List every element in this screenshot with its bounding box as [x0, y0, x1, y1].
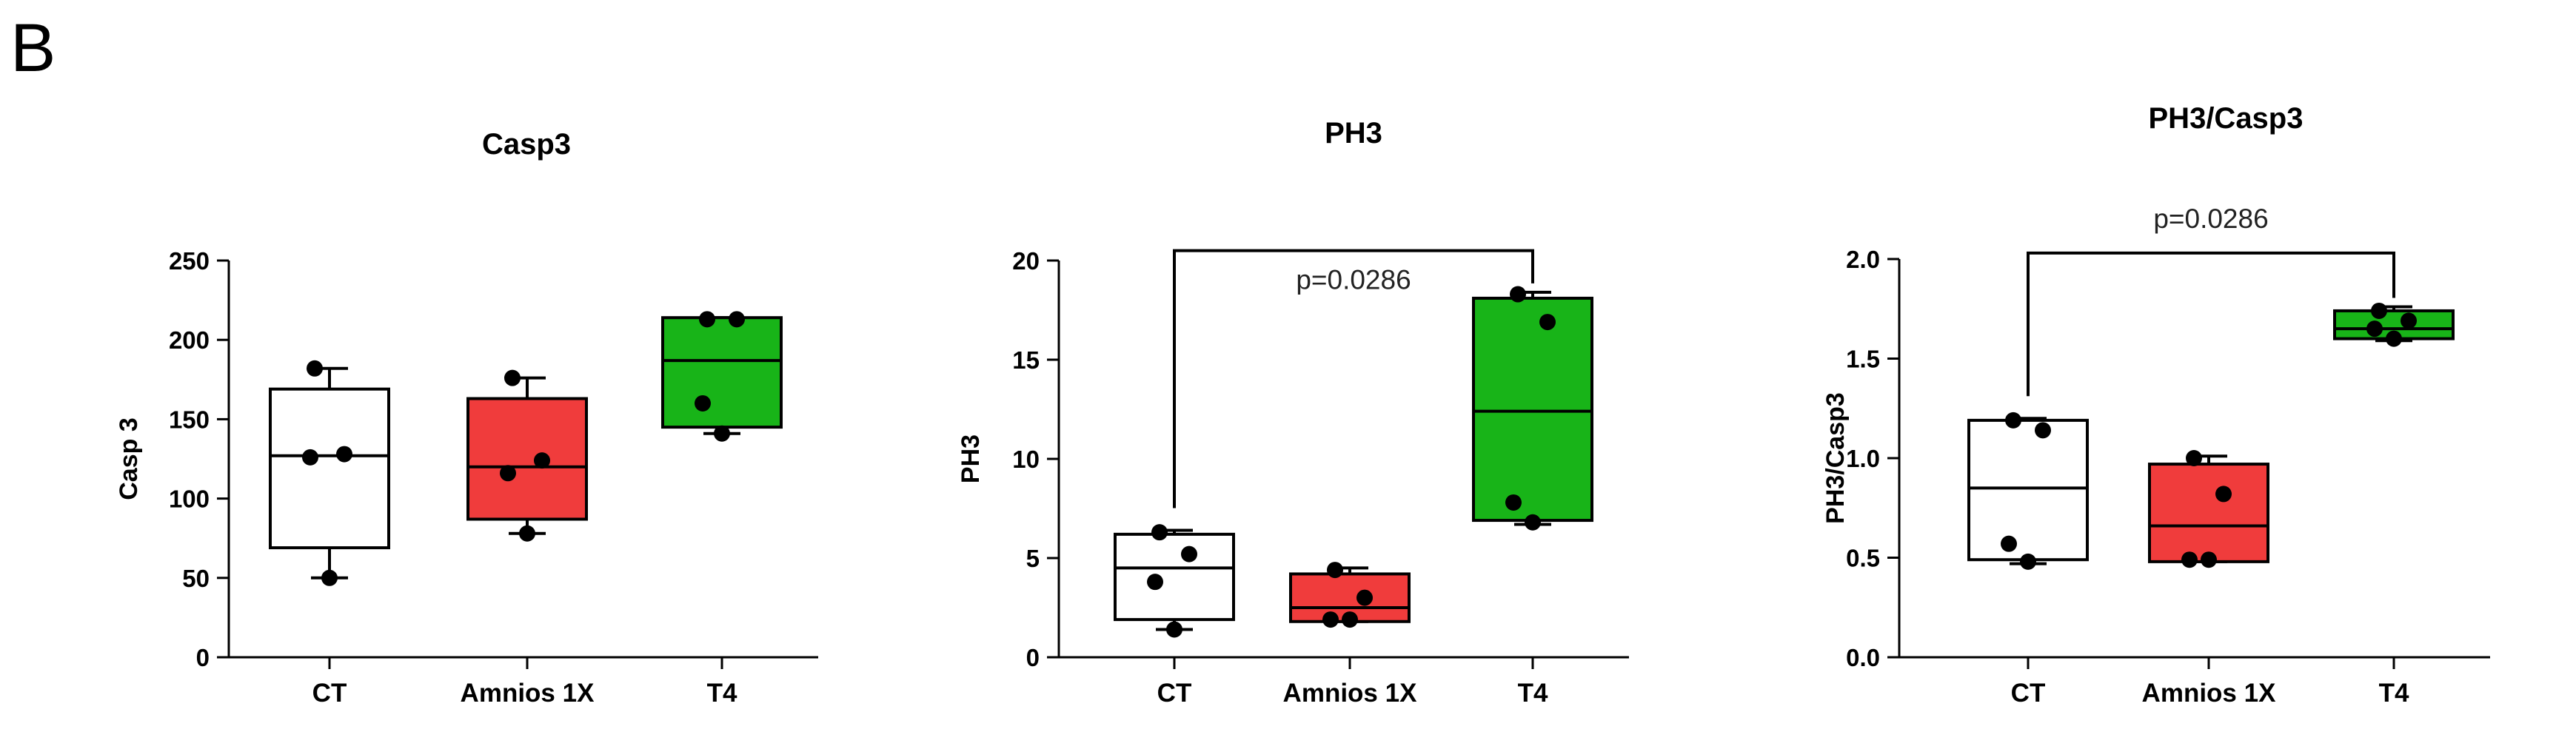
data-point: [519, 525, 535, 542]
y-tick-label: 150: [169, 406, 210, 433]
box-iqr: [1114, 532, 1235, 622]
data-point: [1510, 286, 1526, 303]
y-axis-label: Casp 3: [115, 417, 143, 500]
data-point: [1181, 545, 1197, 563]
data-point: [2035, 422, 2051, 439]
box-iqr: [466, 397, 588, 521]
box-iqr: [1472, 296, 1593, 523]
data-point: [1342, 611, 1358, 628]
data-point: [321, 569, 338, 586]
data-point: [1322, 611, 1339, 628]
box-group: [1289, 562, 1411, 628]
box-group: [1967, 412, 2089, 570]
data-point: [714, 425, 730, 442]
chart-title: PH3: [1325, 117, 1382, 150]
chart-ph3: PH3 PH3 0 5 10 15 20 CT Amnios 1X T4 p=0.0286: [957, 117, 1629, 708]
box-iqr: [1967, 418, 2089, 562]
panel-letter: B: [10, 10, 56, 86]
chart-title: PH3/Casp3: [2149, 102, 2304, 135]
data-point: [534, 452, 550, 469]
data-point: [695, 394, 711, 412]
data-point: [504, 369, 521, 386]
box-iqr: [2148, 463, 2269, 563]
box-group: [2333, 302, 2455, 347]
x-tick-label: T4: [2379, 679, 2409, 708]
data-point: [2201, 551, 2217, 568]
data-point: [1327, 562, 1343, 579]
y-tick-label: 20: [1012, 247, 1040, 275]
data-point: [1525, 514, 1541, 531]
y-tick-label: 2.0: [1846, 246, 1880, 273]
data-point: [307, 360, 323, 377]
data-point: [1539, 314, 1556, 331]
y-axis-label: PH3: [957, 434, 985, 483]
x-tick-label: CT: [2011, 679, 2046, 708]
box-group: [269, 360, 390, 586]
data-point: [2386, 330, 2402, 347]
data-point: [2001, 535, 2017, 552]
data-point: [302, 449, 318, 466]
y-tick-label: 10: [1012, 446, 1040, 473]
x-tick-label: CT: [1157, 679, 1192, 708]
significance-bracket: [1173, 249, 1534, 508]
data-point: [1356, 589, 1373, 606]
x-tick-label: CT: [312, 679, 347, 708]
data-point: [2186, 450, 2202, 466]
y-tick-label: 0.5: [1846, 545, 1880, 572]
y-axis-label: PH3/Casp3: [1821, 392, 1850, 524]
data-point: [2401, 312, 2417, 329]
data-point: [2005, 412, 2021, 429]
x-tick-label: Amnios 1X: [461, 679, 595, 708]
data-point: [500, 465, 516, 482]
chart-casp3: Casp3 Casp 3 0 50 100 150 200 250 CT Amnios 1X T4: [115, 128, 818, 708]
box-group: [1472, 286, 1593, 531]
y-tick-label: 250: [169, 247, 210, 275]
chart-title: Casp3: [482, 128, 571, 161]
x-tick-label: T4: [1518, 679, 1548, 708]
data-point: [1151, 524, 1168, 541]
x-tick-label: Amnios 1X: [2142, 679, 2277, 708]
chart-ph3-casp3-ratio: PH3/Casp3 PH3/Casp3 0.0 0.5 1.0 1.5 2.0 CT Amnio…: [1821, 102, 2490, 708]
significance-bracket: [2027, 251, 2395, 397]
data-point: [2020, 553, 2036, 570]
y-tick-label: 1.0: [1846, 445, 1880, 472]
significance-label: p=0.0286: [2153, 204, 2268, 234]
data-point: [2366, 320, 2383, 338]
y-tick-label: 100: [169, 486, 210, 513]
x-tick-label: T4: [707, 679, 737, 708]
data-point: [2371, 302, 2387, 319]
box-group: [2148, 450, 2269, 568]
y-tick-label: 1.5: [1846, 346, 1880, 373]
data-point: [729, 311, 745, 328]
y-tick-label: 50: [182, 565, 210, 592]
box-group: [661, 311, 783, 442]
significance-label: p=0.0286: [1296, 265, 1411, 295]
data-point: [1166, 621, 1182, 638]
y-tick-label: 0.0: [1846, 644, 1880, 671]
y-tick-label: 0: [196, 644, 210, 671]
y-tick-label: 200: [169, 326, 210, 354]
y-tick-label: 5: [1026, 545, 1040, 572]
x-tick-label: Amnios 1X: [1283, 679, 1418, 708]
data-point: [699, 311, 715, 328]
box-iqr: [661, 316, 783, 429]
data-point: [2181, 551, 2198, 568]
data-point: [336, 446, 352, 463]
y-tick-label: 15: [1012, 346, 1040, 374]
data-point: [1505, 494, 1522, 511]
box-iqr: [269, 387, 390, 550]
y-tick-label: 0: [1026, 644, 1040, 671]
box-group: [466, 369, 588, 542]
data-point: [2215, 486, 2232, 503]
box-group: [1114, 524, 1235, 638]
data-point: [1147, 574, 1163, 591]
